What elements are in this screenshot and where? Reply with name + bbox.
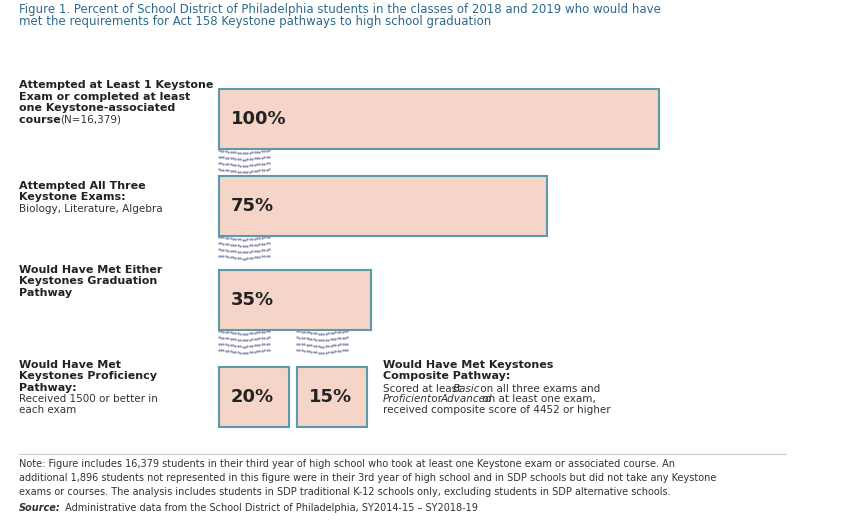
Text: Basic: Basic — [452, 384, 480, 394]
Text: Source:: Source: — [19, 503, 61, 513]
Text: 20%: 20% — [230, 388, 274, 406]
Text: Pathway:: Pathway: — [19, 383, 76, 393]
Text: Keystones Proficiency: Keystones Proficiency — [19, 371, 157, 381]
Text: met the requirements for Act 158 Keystone pathways to high school graduation: met the requirements for Act 158 Keyston… — [19, 15, 490, 29]
FancyBboxPatch shape — [218, 176, 546, 236]
Text: one Keystone-associated: one Keystone-associated — [19, 103, 175, 113]
Text: Received 1500 or better in: Received 1500 or better in — [19, 394, 158, 404]
Text: Attempted All Three: Attempted All Three — [19, 181, 145, 191]
FancyBboxPatch shape — [297, 367, 367, 427]
Text: each exam: each exam — [19, 405, 76, 415]
Text: course: course — [19, 115, 64, 125]
Text: Scored at least: Scored at least — [382, 384, 463, 394]
Text: Would Have Met Keystones: Would Have Met Keystones — [382, 360, 553, 370]
Text: Advanced: Advanced — [440, 394, 492, 404]
Text: Pathway: Pathway — [19, 288, 72, 297]
Text: (N=16,379): (N=16,379) — [61, 115, 121, 125]
Text: 35%: 35% — [230, 291, 274, 309]
Text: or: or — [427, 394, 445, 404]
Text: Administrative data from the School District of Philadelphia, SY2014-15 – SY2018: Administrative data from the School Dist… — [62, 503, 478, 513]
FancyBboxPatch shape — [218, 89, 658, 149]
Text: Figure 1. Percent of School District of Philadelphia students in the classes of : Figure 1. Percent of School District of … — [19, 3, 660, 16]
Text: 100%: 100% — [230, 110, 286, 128]
Text: Composite Pathway:: Composite Pathway: — [382, 371, 509, 381]
FancyBboxPatch shape — [218, 270, 370, 330]
Text: Keystone Exams:: Keystone Exams: — [19, 192, 125, 202]
Text: Proficient: Proficient — [382, 394, 432, 404]
Text: Would Have Met: Would Have Met — [19, 360, 120, 370]
Text: Attempted at Least 1 Keystone: Attempted at Least 1 Keystone — [19, 80, 213, 90]
Text: on at least one exam,: on at least one exam, — [479, 394, 595, 404]
Text: Biology, Literature, Algebra: Biology, Literature, Algebra — [19, 204, 162, 214]
Text: received composite score of 4452 or higher: received composite score of 4452 or high… — [382, 405, 610, 415]
Text: Keystones Graduation: Keystones Graduation — [19, 276, 157, 286]
FancyBboxPatch shape — [218, 367, 288, 427]
Text: 15%: 15% — [309, 388, 351, 406]
Text: Exam or completed at least: Exam or completed at least — [19, 92, 190, 102]
Text: on all three exams and: on all three exams and — [477, 384, 600, 394]
Text: Note: Figure includes 16,379 students in their third year of high school who too: Note: Figure includes 16,379 students in… — [19, 459, 716, 497]
Text: Would Have Met Either: Would Have Met Either — [19, 264, 162, 275]
Text: 75%: 75% — [230, 197, 274, 215]
